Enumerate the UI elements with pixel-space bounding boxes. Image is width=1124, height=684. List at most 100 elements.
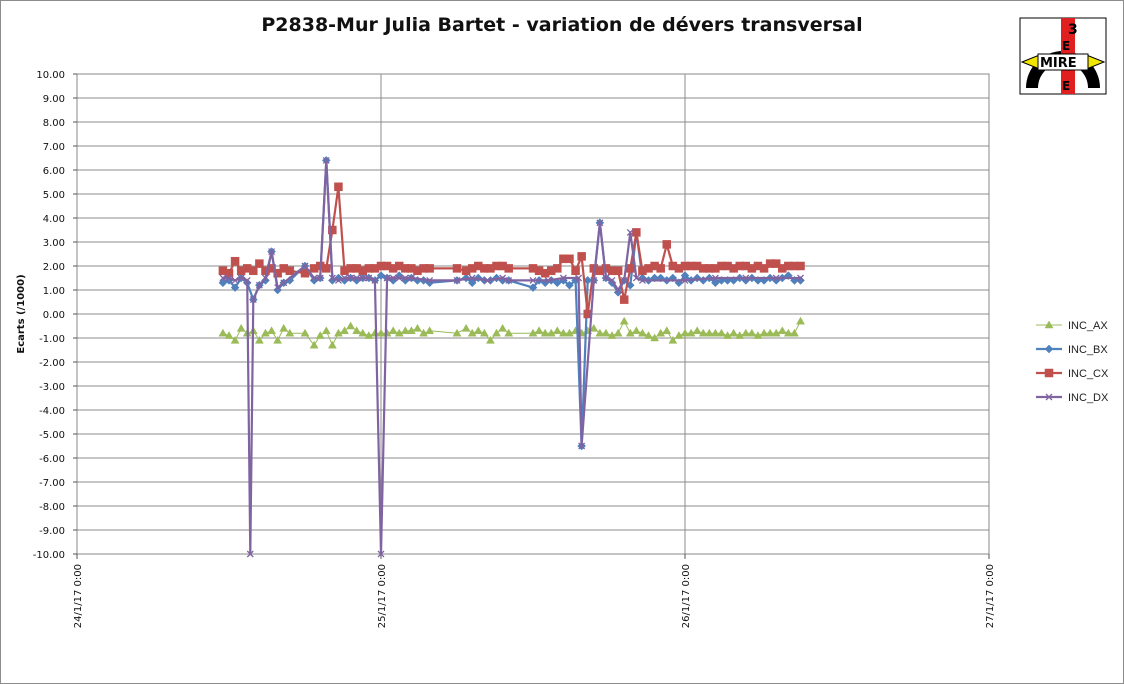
data-point-inc-dx: [578, 442, 586, 450]
legend-label: INC_AX: [1068, 320, 1108, 332]
y-tick-label: -9.00: [39, 526, 65, 537]
data-point-inc-dx: [505, 276, 513, 284]
svg-text:MIRE: MIRE: [1040, 56, 1077, 71]
data-point-inc-cx: [619, 295, 629, 304]
data-point-inc-dx: [602, 274, 610, 282]
data-point-inc-dx: [347, 274, 355, 282]
data-point-inc-bx: [552, 278, 562, 288]
svg-text:E: E: [1062, 79, 1070, 93]
data-point-inc-ax: [662, 326, 672, 335]
data-point-inc-bx: [528, 283, 538, 292]
series-line-inc-cx: [222, 185, 801, 316]
series-line-inc-dx: [222, 159, 801, 556]
data-point-inc-ax: [224, 331, 234, 339]
data-point-inc-ax: [790, 328, 799, 337]
data-point-inc-ax: [704, 328, 714, 337]
data-point-inc-ax: [492, 328, 501, 337]
data-point-inc-ax: [717, 328, 726, 337]
data-point-inc-dx: [596, 219, 604, 227]
y-tick-label: 7.00: [43, 142, 65, 153]
data-point-inc-ax: [686, 328, 696, 337]
data-point-inc-ax: [267, 326, 276, 335]
legend-swatch-inc-bx: [1036, 344, 1062, 354]
data-point-inc-ax: [540, 328, 550, 337]
data-point-inc-dx: [377, 550, 385, 558]
y-tick-label: -4.00: [39, 406, 65, 417]
y-tick-label: -5.00: [39, 430, 65, 441]
series-inc-dx: [219, 156, 804, 558]
data-point-inc-ax: [589, 323, 599, 332]
data-point-inc-ax: [644, 331, 653, 339]
x-tick-label: 25/1/17 0:00: [377, 564, 388, 628]
data-point-inc-ax: [218, 328, 228, 337]
data-point-inc-dx: [246, 550, 254, 558]
data-point-inc-ax: [479, 328, 489, 337]
data-point-inc-dx: [426, 276, 434, 284]
data-point-inc-cx: [504, 264, 513, 273]
data-point-inc-dx: [453, 276, 461, 284]
y-tick-label: -1.00: [39, 334, 65, 345]
data-point-inc-ax: [279, 323, 289, 332]
data-point-inc-dx: [681, 276, 689, 284]
legend: INC_AX INC_BX INC_CX INC_DX: [1034, 316, 1124, 412]
data-point-inc-ax: [461, 323, 471, 332]
data-point-inc-dx: [231, 276, 239, 284]
data-point-inc-ax: [796, 316, 805, 325]
legend-swatch-inc-dx: [1036, 393, 1062, 401]
data-point-inc-dx: [262, 274, 269, 282]
y-tick-label: 6.00: [43, 166, 65, 177]
data-point-inc-dx: [328, 274, 336, 282]
data-point-inc-cx: [613, 266, 623, 276]
data-point-inc-ax: [631, 326, 641, 335]
data-point-inc-dx: [638, 276, 646, 284]
legend-marker-inc-cx: [1044, 368, 1054, 378]
data-point-inc-cx: [285, 266, 295, 276]
data-point-inc-cx: [249, 266, 258, 276]
data-point-inc-ax: [710, 328, 720, 337]
data-point-inc-cx: [334, 182, 343, 192]
data-point-inc-cx: [273, 268, 282, 278]
data-point-inc-ax: [692, 326, 702, 335]
data-point-inc-dx: [395, 274, 403, 282]
data-point-inc-dx: [632, 274, 640, 282]
legend-swatch-inc-ax: [1036, 320, 1062, 329]
data-point-inc-ax: [327, 340, 337, 349]
data-point-inc-dx: [614, 286, 622, 294]
data-point-inc-dx: [383, 274, 391, 282]
data-point-inc-ax: [321, 326, 331, 335]
data-point-inc-dx: [359, 274, 367, 282]
data-point-inc-dx: [620, 276, 628, 284]
y-tick-label: 2.00: [43, 262, 65, 273]
data-point-inc-ax: [595, 328, 605, 337]
data-point-inc-ax: [419, 328, 428, 337]
y-tick-label: 3.00: [43, 238, 65, 249]
data-point-inc-ax: [619, 316, 629, 325]
data-point-inc-cx: [662, 240, 672, 249]
data-point-inc-dx: [274, 284, 282, 292]
data-point-inc-ax: [741, 328, 751, 337]
data-point-inc-ax: [315, 331, 325, 339]
y-tick-label: 0.00: [43, 310, 65, 321]
data-point-inc-dx: [772, 274, 780, 282]
y-tick-label: -7.00: [39, 478, 65, 489]
y-tick-label: -10.00: [33, 550, 65, 561]
data-point-inc-ax: [656, 328, 666, 337]
y-tick-label: 9.00: [43, 94, 65, 105]
data-point-inc-dx: [249, 296, 257, 304]
data-point-inc-ax: [735, 331, 745, 339]
data-point-inc-dx: [626, 228, 634, 236]
data-point-inc-ax: [285, 328, 295, 337]
data-point-inc-cx: [571, 266, 580, 276]
data-point-inc-dx: [365, 274, 373, 282]
data-point-inc-ax: [261, 328, 270, 337]
data-point-inc-dx: [742, 274, 750, 282]
data-point-inc-ax: [625, 328, 635, 337]
series-inc-ax: [218, 316, 805, 349]
data-point-inc-dx: [280, 279, 288, 287]
y-tick-label: 10.00: [36, 70, 65, 81]
data-point-inc-ax: [607, 331, 617, 339]
y-tick-label: 4.00: [43, 214, 65, 225]
data-point-inc-dx: [499, 274, 507, 282]
